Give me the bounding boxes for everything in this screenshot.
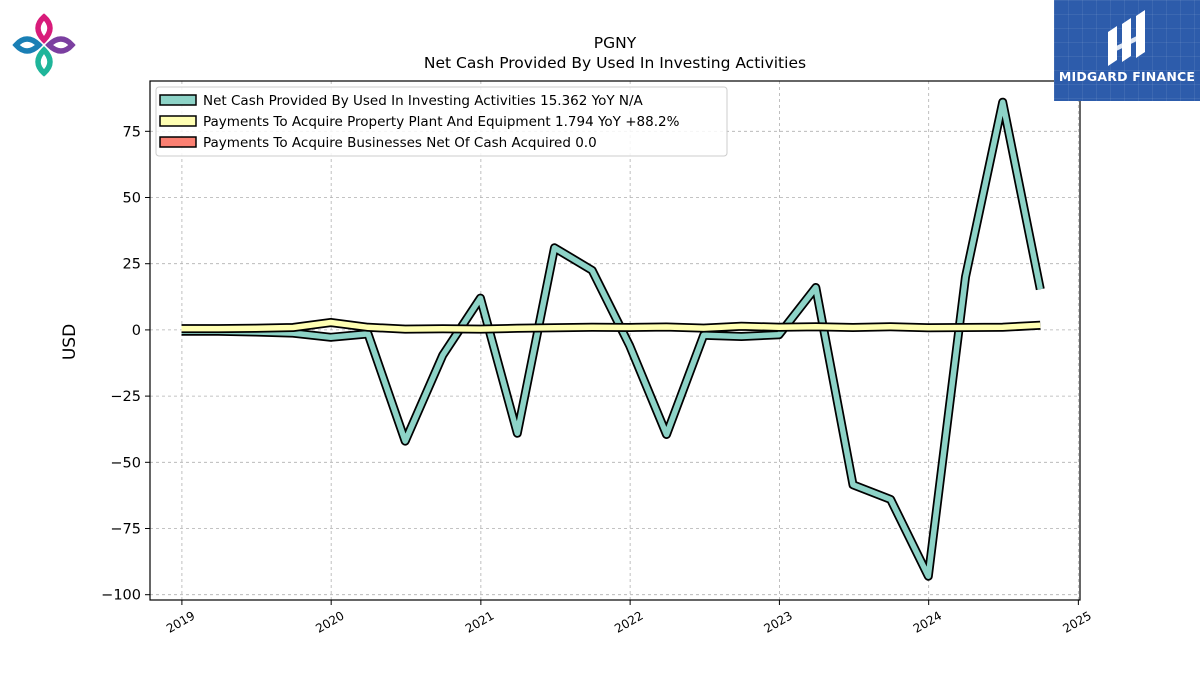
x-tick-label: 2020 — [313, 608, 346, 635]
y-tick-label: −25 — [110, 389, 141, 405]
x-tick-label: 2025 — [1060, 608, 1093, 635]
legend-swatch — [159, 94, 197, 106]
x-tick-label: 2021 — [463, 608, 496, 635]
legend: Net Cash Provided By Used In Investing A… — [155, 86, 728, 157]
y-tick-label: −100 — [101, 588, 141, 604]
y-tick-label: 0 — [132, 323, 141, 339]
y-tick-label: 75 — [123, 124, 141, 140]
brand-name: MIDGARD FINANCE — [1058, 69, 1196, 84]
legend-label: Net Cash Provided By Used In Investing A… — [203, 93, 644, 109]
y-tick-label: 50 — [123, 191, 141, 207]
chart-title: PGNY — [594, 34, 637, 52]
brand-badge: MIDGARD FINANCE — [1054, 0, 1200, 101]
y-tick-label: −50 — [110, 455, 141, 471]
y-axis-label: USD — [60, 324, 80, 360]
x-tick-label: 2024 — [911, 608, 944, 635]
clover-logo-icon — [12, 13, 76, 77]
x-tick-label: 2019 — [164, 608, 197, 635]
series-line — [181, 319, 1041, 332]
grid-lines — [150, 81, 1080, 600]
legend-box — [155, 86, 728, 157]
x-tick-label: 2022 — [612, 608, 645, 635]
brand-mark-icon — [1108, 10, 1145, 66]
series-line — [181, 99, 1043, 579]
y-axis: −100 −75 −50 −25 0 25 50 75 — [101, 124, 150, 604]
x-axis: 2019 2020 2021 2022 2023 2024 2025 — [164, 600, 1094, 636]
legend-label: Payments To Acquire Businesses Net Of Ca… — [203, 135, 597, 151]
legend-swatch — [159, 136, 197, 148]
y-tick-label: −75 — [110, 522, 141, 538]
series-lines — [181, 97, 1045, 581]
legend-label: Payments To Acquire Property Plant And E… — [203, 114, 680, 130]
series-line-outline — [181, 97, 1045, 581]
plot-frame — [149, 80, 1081, 601]
x-tick-label: 2023 — [761, 608, 794, 635]
y-tick-label: 25 — [123, 257, 141, 273]
company-logo — [12, 13, 78, 83]
legend-swatch — [159, 115, 197, 127]
chart-subtitle: Net Cash Provided By Used In Investing A… — [424, 54, 806, 72]
